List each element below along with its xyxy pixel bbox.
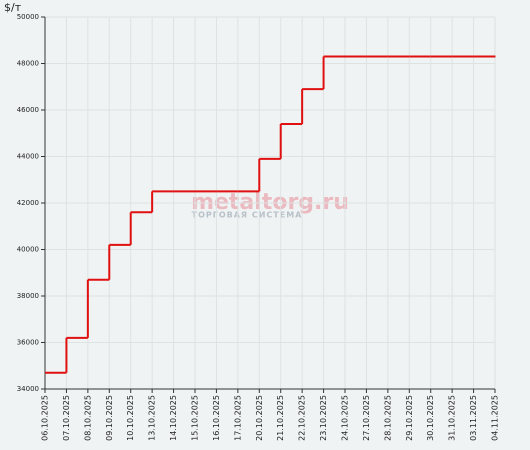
- x-tick-label: 07.10.2025: [62, 395, 71, 441]
- x-tick-label: 09.10.2025: [105, 395, 114, 441]
- y-tick-label: 50000: [17, 13, 39, 21]
- x-tick-label: 27.10.2025: [362, 395, 371, 441]
- y-tick-label: 42000: [17, 199, 39, 207]
- x-tick-label: 13.10.2025: [148, 395, 157, 441]
- y-axis-label: $/т: [4, 1, 22, 14]
- x-tick-label: 29.10.2025: [405, 395, 414, 441]
- y-tick-label: 36000: [17, 339, 39, 347]
- x-tick-label: 24.10.2025: [341, 395, 350, 441]
- x-tick-label: 04.11.2025: [491, 395, 500, 441]
- x-tick-label: 23.10.2025: [319, 395, 328, 441]
- x-tick-label: 28.10.2025: [383, 395, 392, 441]
- x-tick-label: 15.10.2025: [191, 395, 200, 441]
- y-tick-label: 44000: [17, 153, 39, 161]
- y-tick-label: 34000: [17, 385, 39, 393]
- y-tick-label: 40000: [17, 246, 39, 254]
- x-tick-label: 03.11.2025: [469, 395, 478, 441]
- x-tick-label: 10.10.2025: [126, 395, 135, 441]
- x-tick-label: 17.10.2025: [233, 395, 242, 441]
- x-tick-label: 16.10.2025: [212, 395, 221, 441]
- x-tick-label: 30.10.2025: [426, 395, 435, 441]
- watermark-tagline: ТОРГОВАЯ СИСТЕМА: [192, 211, 303, 220]
- y-tick-label: 38000: [17, 292, 39, 300]
- x-tick-label: 08.10.2025: [83, 395, 92, 441]
- x-tick-label: 06.10.2025: [41, 395, 50, 441]
- x-tick-label: 21.10.2025: [276, 395, 285, 441]
- x-tick-label: 20.10.2025: [255, 395, 264, 441]
- x-tick-label: 14.10.2025: [169, 395, 178, 441]
- y-tick-label: 48000: [17, 60, 39, 68]
- x-tick-label: 31.10.2025: [448, 395, 457, 441]
- y-tick-label: 46000: [17, 106, 39, 114]
- x-tick-label: 22.10.2025: [298, 395, 307, 441]
